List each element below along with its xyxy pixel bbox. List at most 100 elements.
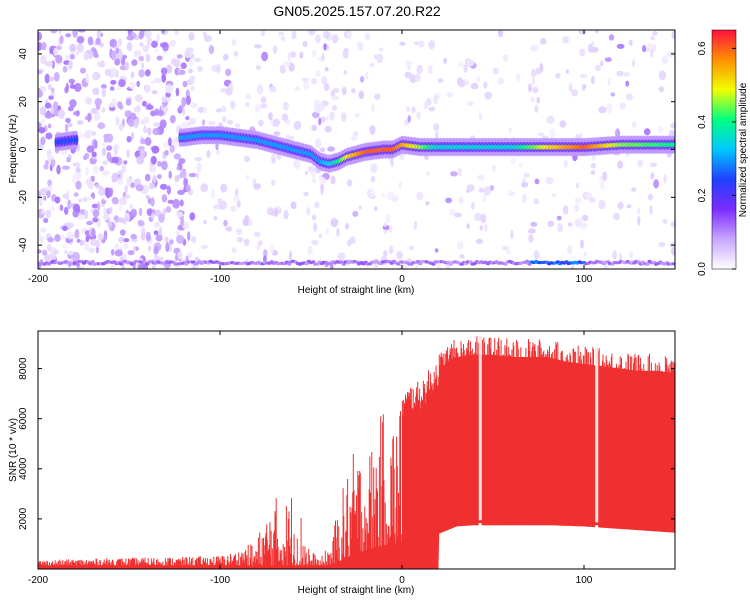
spectrogram-cell (574, 197, 583, 204)
spectrogram-cell (78, 198, 83, 203)
spectrogram-cell (579, 48, 586, 57)
spectrogram-cell (418, 40, 425, 48)
spectrogram-cell (38, 249, 42, 254)
spectrogram-cell (670, 123, 675, 129)
spectrogram-cell (595, 64, 601, 72)
spectrogram-cell (256, 84, 264, 95)
spectrogram-cell (478, 112, 482, 121)
spectrogram-cell (101, 142, 106, 147)
spectrogram-ridge (54, 126, 675, 173)
spectrogram-cell (311, 214, 317, 221)
spectrogram-cell (312, 177, 316, 183)
spectrogram-cell (47, 179, 52, 187)
spectrogram-cell (94, 184, 101, 189)
spectrogram-cell (590, 75, 596, 85)
spectrogram-cell (594, 30, 600, 34)
spectrogram-cell (644, 47, 651, 52)
spectrogram-cell (290, 201, 297, 210)
spectrogram-cell (221, 116, 227, 123)
spectrogram-cell (67, 222, 74, 229)
spectrogram-cell (409, 245, 414, 251)
spectrogram-cell (47, 123, 52, 129)
spectrogram-cell (50, 206, 55, 212)
spectrogram-cell (330, 89, 335, 98)
spectrogram-cell (329, 263, 334, 269)
spectrogram-cell (159, 42, 168, 48)
spectrogram-cell (101, 199, 107, 204)
spectrogram-cell (180, 216, 185, 227)
y-tick-label: 2000 (18, 507, 29, 530)
spectrogram-cell (76, 120, 84, 125)
spectrogram-cell (101, 107, 106, 113)
spectrogram-cell (91, 131, 97, 137)
spectrogram-cell (443, 57, 447, 65)
spectrogram-cell (167, 199, 174, 204)
spectrogram-cell (102, 160, 108, 166)
spectrogram-cell (637, 215, 641, 226)
spectrogram-cell (314, 201, 320, 209)
spectrogram-cell (138, 69, 145, 78)
spectrogram-noise (38, 30, 675, 269)
spectrogram-cell (141, 100, 147, 107)
spectrogram-cell (102, 213, 110, 221)
spectrogram-cell (272, 118, 281, 126)
spectrogram-cell (483, 81, 488, 89)
spectrogram-cell (625, 80, 629, 87)
spectrogram-cell (518, 163, 523, 168)
spectrogram-cell (109, 67, 118, 78)
spectrogram-cell (369, 62, 375, 68)
spectrogram-cell (606, 103, 613, 114)
y-tick-label: 40 (18, 48, 29, 60)
spectrogram-cell (114, 243, 120, 251)
spectrogram-cell (358, 205, 363, 210)
spectrogram-cell (189, 58, 193, 68)
spectrogram-cell (91, 228, 96, 238)
spectrogram-cell (194, 156, 203, 162)
colorbar-tick-label: 0.0 (697, 262, 708, 276)
spectrogram-cell (66, 157, 71, 163)
spectrogram-cell (49, 253, 57, 262)
spectrogram-cell (176, 54, 183, 59)
y-tick-label: -40 (18, 237, 29, 252)
spectrogram-cell (231, 39, 237, 46)
spectrogram-cell (604, 57, 612, 62)
spectrogram-cell (261, 51, 269, 62)
y-tick-label: 20 (18, 96, 29, 108)
spectrogram-cell (38, 88, 42, 96)
spectrogram-cell (260, 30, 265, 37)
spectrogram-cell (152, 128, 160, 136)
spectrogram-cell (324, 125, 332, 133)
spectrogram-cell (470, 82, 479, 90)
spectrogram-cell (92, 209, 100, 218)
spectrogram-cell (256, 244, 261, 251)
spectrogram-cell (273, 131, 281, 136)
spectrogram-cell (114, 249, 123, 257)
spectrogram-cell (77, 30, 86, 33)
spectrogram-cell (65, 33, 72, 38)
spectrogram-cell (111, 172, 119, 182)
spectrogram-cell (163, 141, 170, 149)
spectrogram-cell (622, 72, 631, 77)
spectrogram-cell (445, 197, 452, 204)
spectrogram-cell (38, 127, 46, 134)
spectrogram-cell (533, 198, 540, 205)
spectrogram-cell (311, 260, 316, 264)
spectrogram-cell (159, 183, 168, 190)
spectrogram-cell (345, 223, 349, 230)
spectrogram-cell (454, 212, 462, 218)
spectrogram-cell (311, 239, 319, 246)
spectrogram-cell (323, 83, 330, 92)
spectrogram-cell (304, 262, 309, 266)
spectrogram-cell (617, 201, 624, 210)
spectrogram-cell (557, 222, 563, 233)
spectrogram-cell (523, 172, 530, 178)
spectrogram-cell (173, 153, 181, 160)
spectrogram-cell (188, 172, 197, 178)
spectrogram-cell (254, 104, 262, 113)
spectrogram-cell (254, 231, 261, 238)
spectrogram-cell (423, 101, 429, 110)
spectrogram-cell (342, 49, 349, 59)
spectrogram-cell (174, 254, 179, 262)
spectrogram-cell (607, 78, 611, 86)
spectrogram-cell (97, 201, 101, 212)
